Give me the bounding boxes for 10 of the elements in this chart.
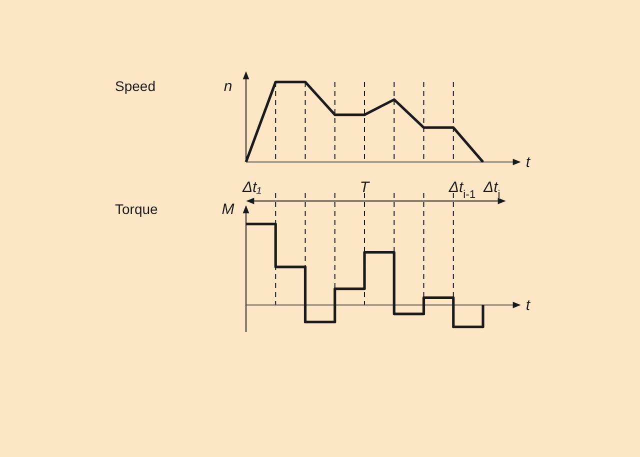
text: T [360,179,371,196]
text: Δt$_{i-1}$ [448,179,476,201]
text: Δt$_{i}$ [482,179,500,201]
text: Speed [115,78,156,94]
x-axis-title: t [526,297,531,314]
y-axis-title: M [222,201,235,218]
text: Δt₁ [241,179,262,196]
x-axis-title: t [526,154,531,171]
text: Torque [115,201,158,217]
y-axis-title: n [224,78,232,95]
